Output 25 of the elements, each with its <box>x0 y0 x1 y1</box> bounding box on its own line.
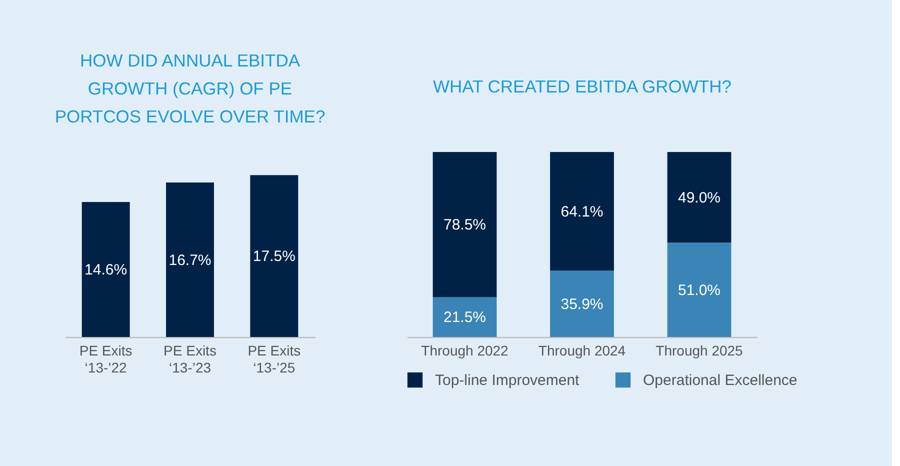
chart-title: HOW DID ANNUAL EBITDA GROWTH (CAGR) OF PE PORTCOS EVOLVE OVER TIME? <box>54 50 326 126</box>
data-label: 17.5% <box>252 248 296 266</box>
bar <box>550 270 614 337</box>
data-label: 21.5% <box>443 309 486 326</box>
legend-label: Operational Excellence <box>643 372 798 389</box>
data-label: 78.5% <box>443 216 486 234</box>
bar <box>667 152 732 243</box>
data-label: 49.0% <box>678 189 721 206</box>
data-label: 14.6% <box>84 261 128 278</box>
x-tick-label: PE Exits ‘13-’22 <box>79 342 132 376</box>
x-tick-label: Through 2024 <box>538 342 626 358</box>
data-label: 16.7% <box>168 252 212 269</box>
x-tick-label: PE Exits ‘13-’23 <box>164 342 216 376</box>
x-tick-label: Through 2022 <box>421 342 509 358</box>
bar <box>432 152 497 298</box>
bar <box>432 297 497 337</box>
data-label: 51.0% <box>678 282 721 299</box>
bar <box>550 152 614 271</box>
bar <box>667 242 732 337</box>
chart-title: WHAT CREATED EBITDA GROWTH? <box>433 76 732 96</box>
legend-label: Top-line Improvement <box>435 372 580 389</box>
data-label: 64.1% <box>560 203 604 220</box>
x-tick-label: Through 2025 <box>656 342 744 358</box>
x-tick-label: PE Exits ‘13-’25 <box>248 342 301 376</box>
data-label: 35.9% <box>560 296 604 313</box>
